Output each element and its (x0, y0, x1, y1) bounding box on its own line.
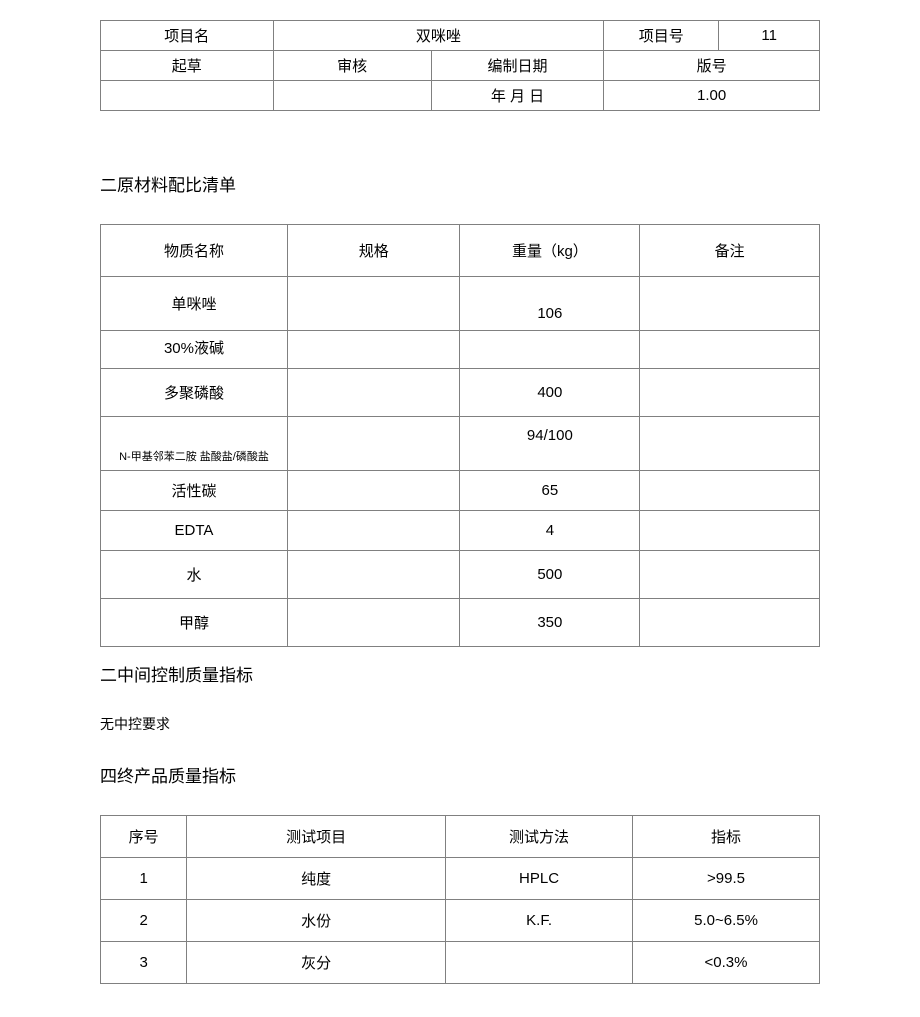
materials-header-spec: 规格 (287, 225, 460, 277)
quality-header-method: 测试方法 (446, 816, 633, 858)
material-name: N-甲基邻苯二胺 盐酸盐/磷酸盐 (101, 417, 288, 471)
section-title-intermediate-control: 二中间控制质量指标 (100, 661, 820, 686)
quality-seq: 3 (101, 942, 187, 984)
no-control-text: 无中控要求 (100, 714, 820, 734)
section-title-materials: 二原材料配比清单 (100, 171, 820, 196)
header-cell-version-label: 版号 (604, 51, 820, 81)
material-name: EDTA (101, 511, 288, 551)
material-note (640, 417, 820, 471)
table-row: N-甲基邻苯二胺 盐酸盐/磷酸盐 94/100 (101, 417, 820, 471)
material-spec (287, 331, 460, 369)
material-note (640, 511, 820, 551)
materials-header-name: 物质名称 (101, 225, 288, 277)
material-note (640, 471, 820, 511)
materials-header-weight: 重量（kg） (460, 225, 640, 277)
material-note (640, 599, 820, 647)
header-cell-date-value: 年 月 日 (431, 81, 604, 111)
header-cell-project-number-value: 11 (719, 21, 820, 51)
material-note (640, 331, 820, 369)
material-name: 多聚磷酸 (101, 369, 288, 417)
material-weight (460, 331, 640, 369)
quality-target: <0.3% (633, 942, 820, 984)
material-name: 单咪唑 (101, 277, 288, 331)
quality-item: 纯度 (187, 858, 446, 900)
table-row: 水 500 (101, 551, 820, 599)
table-row: EDTA 4 (101, 511, 820, 551)
material-weight: 106 (460, 277, 640, 331)
header-cell-project-name-value: 双咪唑 (273, 21, 604, 51)
table-row: 30%液碱 (101, 331, 820, 369)
header-cell-draft-value (101, 81, 274, 111)
quality-item: 灰分 (187, 942, 446, 984)
materials-header-note: 备注 (640, 225, 820, 277)
table-row: 1 纯度 HPLC >99.5 (101, 858, 820, 900)
material-weight: 400 (460, 369, 640, 417)
material-spec (287, 471, 460, 511)
table-row: 多聚磷酸 400 (101, 369, 820, 417)
table-row: 3 灰分 <0.3% (101, 942, 820, 984)
material-weight: 4 (460, 511, 640, 551)
material-weight: 350 (460, 599, 640, 647)
material-name: 甲醇 (101, 599, 288, 647)
header-cell-review-label: 审核 (273, 51, 431, 81)
material-spec (287, 599, 460, 647)
material-name: 活性碳 (101, 471, 288, 511)
quality-header-seq: 序号 (101, 816, 187, 858)
material-name: 30%液碱 (101, 331, 288, 369)
table-row: 活性碳 65 (101, 471, 820, 511)
table-row: 甲醇 350 (101, 599, 820, 647)
quality-method: K.F. (446, 900, 633, 942)
quality-table: 序号 测试项目 测试方法 指标 1 纯度 HPLC >99.5 2 水份 K.F… (100, 815, 820, 984)
header-cell-project-number-label: 项目号 (604, 21, 719, 51)
header-cell-review-value (273, 81, 431, 111)
quality-target: >99.5 (633, 858, 820, 900)
quality-header-item: 测试项目 (187, 816, 446, 858)
material-note (640, 369, 820, 417)
header-cell-project-name-label: 项目名 (101, 21, 274, 51)
material-note (640, 551, 820, 599)
header-cell-version-value: 1.00 (604, 81, 820, 111)
material-weight: 65 (460, 471, 640, 511)
material-name: 水 (101, 551, 288, 599)
quality-target: 5.0~6.5% (633, 900, 820, 942)
material-spec (287, 551, 460, 599)
header-table: 项目名 双咪唑 项目号 11 起草 审核 编制日期 版号 年 月 日 1.00 (100, 20, 820, 111)
material-spec (287, 511, 460, 551)
quality-method (446, 942, 633, 984)
quality-header-target: 指标 (633, 816, 820, 858)
quality-seq: 2 (101, 900, 187, 942)
header-cell-draft-label: 起草 (101, 51, 274, 81)
material-weight: 94/100 (460, 417, 640, 471)
material-note (640, 277, 820, 331)
section-title-final-quality: 四终产品质量指标 (100, 762, 820, 787)
table-row: 单咪唑 106 (101, 277, 820, 331)
material-spec (287, 277, 460, 331)
material-spec (287, 369, 460, 417)
quality-method: HPLC (446, 858, 633, 900)
table-row: 2 水份 K.F. 5.0~6.5% (101, 900, 820, 942)
materials-table: 物质名称 规格 重量（kg） 备注 单咪唑 106 30%液碱 多聚磷酸 400… (100, 224, 820, 647)
quality-seq: 1 (101, 858, 187, 900)
material-spec (287, 417, 460, 471)
quality-item: 水份 (187, 900, 446, 942)
header-cell-date-label: 编制日期 (431, 51, 604, 81)
material-weight: 500 (460, 551, 640, 599)
